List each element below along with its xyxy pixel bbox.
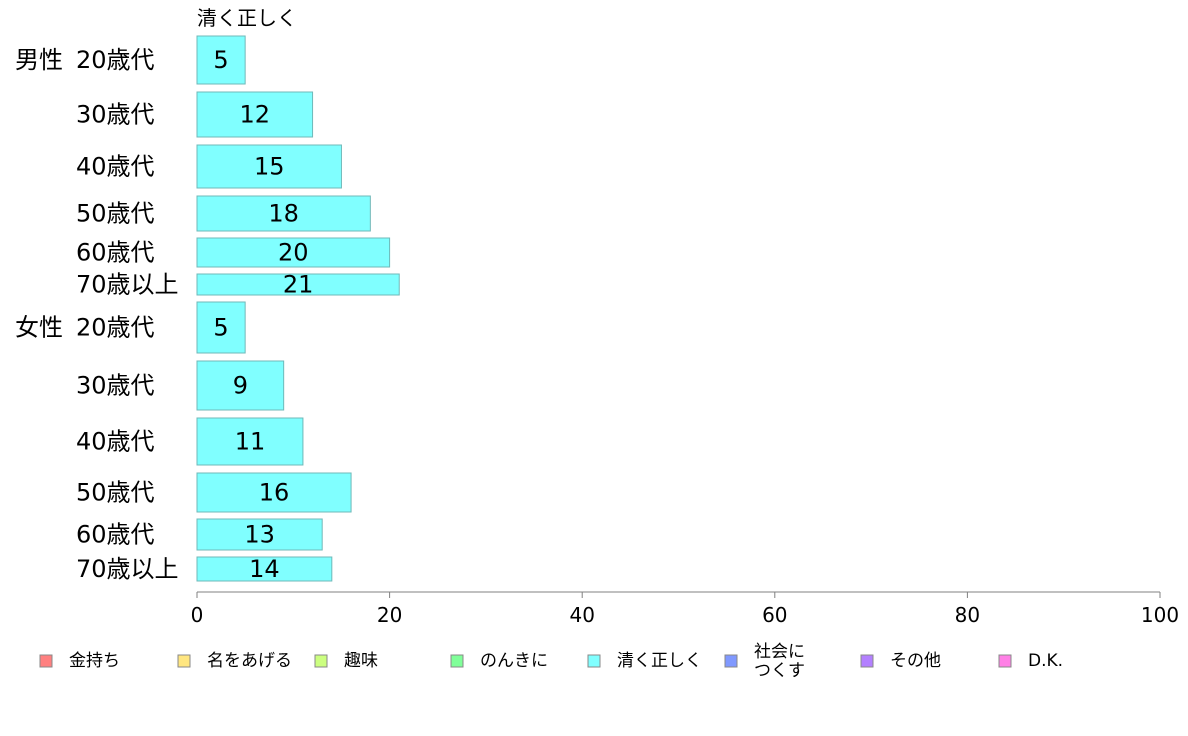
category-label: 60歳代 (76, 239, 155, 267)
category-label: 30歳代 (76, 372, 155, 400)
legend-label: 清く正しく (617, 651, 702, 671)
bar-11 (196, 518, 323, 551)
category-label: 20歳代 (76, 314, 155, 342)
bar-9 (196, 417, 304, 466)
category-label: 40歳代 (76, 153, 155, 181)
legend-label: その他 (890, 651, 941, 671)
category-label: 30歳代 (76, 101, 155, 129)
bar-value-label: 5 (213, 46, 228, 74)
legend-swatch (177, 654, 191, 668)
category-label: 40歳代 (76, 428, 155, 456)
legend-label: 名をあげる (207, 651, 292, 671)
bar-3 (196, 144, 342, 189)
x-tick-label: 40 (569, 603, 594, 627)
bar-8 (196, 360, 285, 411)
category-labels-layer: 20歳代男性30歳代40歳代50歳代60歳代70歳以上20歳代女性30歳代40歳… (15, 46, 179, 583)
legend-swatch (860, 654, 874, 668)
bars-layer: 5 12 15 18 20 21 5 9 11 16 13 14 (196, 35, 400, 583)
bar-10 (196, 472, 352, 513)
x-tick-label: 100 (1141, 603, 1179, 627)
category-label: 50歳代 (76, 479, 155, 507)
legend-swatch (998, 654, 1012, 668)
legend-swatch (587, 654, 601, 668)
bar-value-label: 12 (240, 101, 271, 129)
group-label: 男性 (15, 46, 63, 74)
bar-6 (196, 273, 400, 296)
legend-label: のんきに (480, 651, 548, 671)
x-tick-label: 0 (191, 603, 204, 627)
bar-7 (196, 301, 246, 354)
bar-value-label: 16 (259, 479, 290, 507)
category-label: 70歳以上 (76, 555, 179, 583)
bar-4 (196, 195, 371, 232)
bar-12 (196, 556, 333, 582)
category-label: 70歳以上 (76, 271, 179, 299)
x-tick-label: 20 (377, 603, 402, 627)
category-label: 60歳代 (76, 521, 155, 549)
legend: 金持ち 名をあげる 趣味 のんきに 清く正しく 社会につくす その他 D.K. (39, 642, 1063, 681)
bar-value-label: 9 (233, 372, 248, 400)
legend-label: 社会につくす (754, 642, 805, 681)
legend-label: 金持ち (69, 651, 120, 671)
legend-label: 趣味 (344, 651, 378, 671)
series-label: 清く正しく (197, 6, 297, 30)
x-tick-label: 60 (762, 603, 787, 627)
category-label: 20歳代 (76, 46, 155, 74)
bar-value-label: 20 (278, 239, 309, 267)
bar-value-label: 13 (244, 521, 275, 549)
legend-label: D.K. (1028, 651, 1063, 671)
x-axis: 0 20 40 60 80 100 (191, 591, 1179, 627)
category-label: 50歳代 (76, 200, 155, 228)
x-tick-label: 80 (955, 603, 980, 627)
bar-2 (196, 91, 314, 138)
bar-value-label: 21 (283, 271, 314, 299)
legend-swatch (450, 654, 464, 668)
legend-swatch (39, 654, 53, 668)
legend-swatch (314, 654, 328, 668)
bar-value-label: 15 (254, 153, 285, 181)
bar-value-label: 14 (249, 555, 280, 583)
bar-value-label: 11 (235, 428, 266, 456)
legend-swatch (724, 654, 738, 668)
bar-value-label: 5 (213, 314, 228, 342)
bar-1 (196, 35, 246, 85)
group-label: 女性 (15, 314, 63, 342)
bar-value-label: 18 (268, 200, 299, 228)
bar-5 (196, 237, 391, 268)
